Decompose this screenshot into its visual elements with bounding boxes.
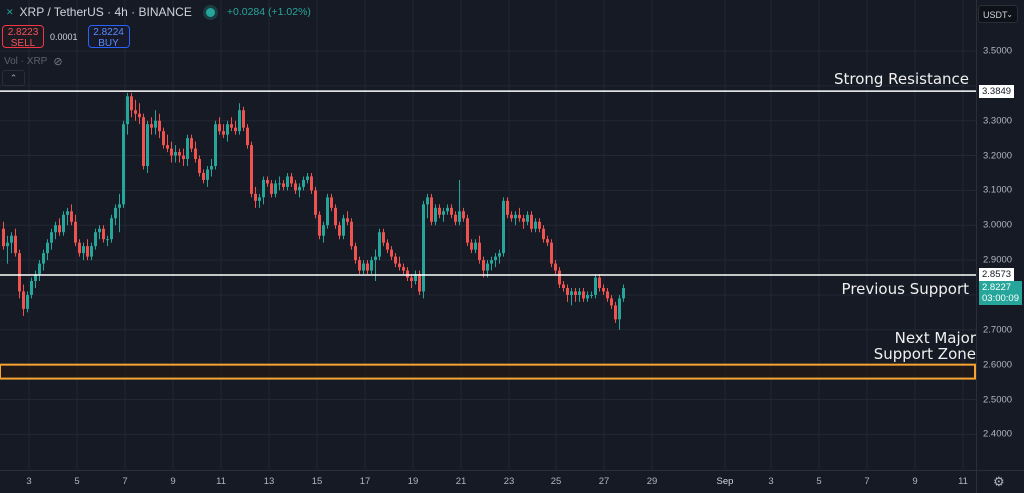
time-tick-label: 3 <box>768 476 774 487</box>
time-tick-label: 15 <box>311 476 323 487</box>
candlestick-plot[interactable] <box>0 0 976 470</box>
time-tick-label: 7 <box>122 476 128 487</box>
next-major-text-line2: Support Zone <box>873 345 976 363</box>
price-axis[interactable] <box>976 0 1024 470</box>
eye-hidden-icon[interactable]: ⊘ <box>53 56 63 68</box>
last-price-label: 2.8227 03:00:09 <box>979 281 1022 305</box>
price-tick-label: 2.6000 <box>983 359 1013 371</box>
chevron-down-icon: ⌄ <box>1006 10 1013 19</box>
price-tick-label: 3.3000 <box>983 115 1013 127</box>
symbol-legend: ✕ XRP / TetherUS · 4h · BINANCE +0.0284 … <box>6 5 311 19</box>
time-axis[interactable] <box>0 470 976 493</box>
currency-label: USDT <box>983 10 1008 20</box>
next-major-text-line1: Next Major <box>894 329 976 347</box>
time-tick-label: 9 <box>912 476 918 487</box>
time-tick-label: 3 <box>26 476 32 487</box>
last-price: 2.8227 <box>982 282 1012 293</box>
sell-button[interactable]: 2.8223 SELL <box>2 25 44 49</box>
resistance-price-label: 3.3849 <box>979 85 1015 98</box>
price-tick-label: 3.0000 <box>983 219 1013 231</box>
symbol-title[interactable]: XRP / TetherUS · 4h · BINANCE <box>19 5 192 19</box>
buy-price: 2.8224 <box>93 27 124 38</box>
volume-label: Vol · XRP <box>4 56 48 67</box>
price-change: +0.0284 (+1.02%) <box>226 6 311 18</box>
price-tick-label: 2.9000 <box>983 254 1013 266</box>
price-tick-label: 2.7000 <box>983 324 1013 336</box>
time-tick-label: 11 <box>216 476 226 487</box>
strong-resistance-text: Strong Resistance <box>833 70 969 88</box>
trade-panel: 2.8223 SELL 0.0001 2.8224 BUY <box>2 25 130 49</box>
price-tick-label: 3.2000 <box>983 150 1013 162</box>
time-tick-label: Sep <box>716 476 734 487</box>
spread-value: 0.0001 <box>50 31 78 42</box>
buy-button[interactable]: 2.8224 BUY <box>87 25 130 49</box>
time-tick-label: 5 <box>816 476 822 487</box>
collapse-legend-button[interactable]: ⌃ <box>2 70 25 86</box>
time-tick-label: 17 <box>359 476 371 487</box>
previous-support-annotation[interactable]: Previous Support <box>842 281 969 297</box>
sell-label: SELL <box>10 38 36 49</box>
market-status-icon <box>205 7 215 17</box>
price-tick-label: 3.1000 <box>983 184 1013 196</box>
time-tick-label: 29 <box>646 476 658 487</box>
time-tick-label: 9 <box>170 476 176 487</box>
support-price-label: 2.8573 <box>979 268 1015 281</box>
settings-gear-icon[interactable]: ⚙ <box>993 474 1005 489</box>
next-major-support-annotation[interactable]: Next Major Support Zone <box>874 330 976 362</box>
bar-countdown: 03:00:09 <box>982 293 1019 304</box>
time-tick-label: 13 <box>263 476 275 487</box>
time-tick-label: 21 <box>455 476 467 487</box>
time-tick-label: 27 <box>598 476 610 487</box>
chart-canvas[interactable] <box>0 0 976 470</box>
axis-corner <box>976 470 1024 493</box>
chevron-up-icon: ⌃ <box>9 73 18 83</box>
time-tick-label: 11 <box>958 476 968 487</box>
sell-price: 2.8223 <box>7 27 39 38</box>
time-tick-label: 5 <box>74 476 80 487</box>
buy-label: BUY <box>98 38 119 49</box>
symbol-icon: ✕ <box>6 6 14 17</box>
support-price: 2.8573 <box>982 269 1012 280</box>
currency-selector[interactable]: USDT ⌄ <box>978 5 1018 23</box>
price-tick-label: 2.5000 <box>983 394 1013 405</box>
time-tick-label: 25 <box>550 476 562 487</box>
price-tick-label: 3.5000 <box>983 45 1013 57</box>
time-tick-label: 7 <box>864 476 870 487</box>
price-tick-label: 2.4000 <box>983 428 1013 440</box>
previous-support-text: Previous Support <box>841 280 969 298</box>
volume-legend: Vol · XRP ⊘ <box>4 55 63 68</box>
time-tick-label: 23 <box>503 476 515 487</box>
resistance-price: 3.3849 <box>982 86 1012 97</box>
time-tick-label: 19 <box>407 476 419 487</box>
strong-resistance-annotation[interactable]: Strong Resistance <box>834 71 969 87</box>
